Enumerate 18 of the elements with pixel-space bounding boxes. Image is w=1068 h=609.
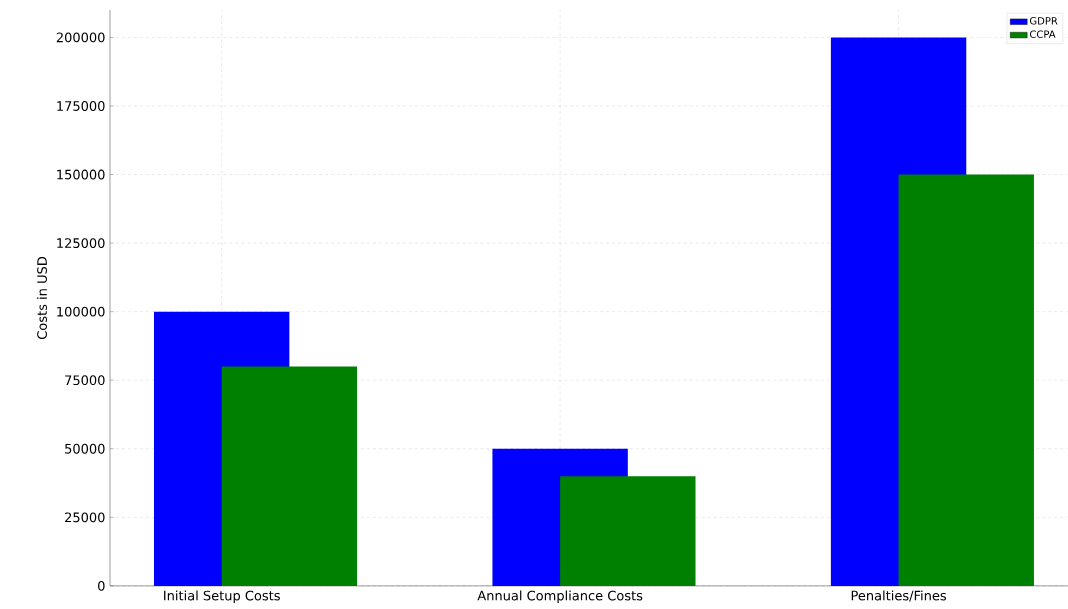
x-tick-label: Penalties/Fines — [851, 590, 947, 602]
y-tick-label: 150000 — [57, 169, 105, 180]
x-tick-label: Initial Setup Costs — [164, 590, 280, 604]
y-tick-label: 0 — [98, 581, 105, 591]
y-tick-label: 175000 — [57, 101, 105, 111]
y-axis-title: Costs in USD — [36, 256, 47, 340]
legend-label: CCPA — [1029, 30, 1056, 39]
y-tick-label: 200000 — [56, 32, 105, 43]
x-tick-label: Annual Compliance Costs — [477, 590, 643, 604]
legend-label: GDPR — [1029, 17, 1058, 25]
bar — [560, 476, 696, 586]
y-tick-label: 100000 — [57, 306, 105, 317]
y-tick-label: 25000 — [65, 512, 105, 523]
y-tick-label: 75000 — [65, 375, 105, 386]
y-tick-label: 125000 — [57, 238, 105, 249]
y-tick-label: 50000 — [65, 443, 105, 454]
bar — [221, 366, 358, 586]
bar — [898, 174, 1034, 586]
